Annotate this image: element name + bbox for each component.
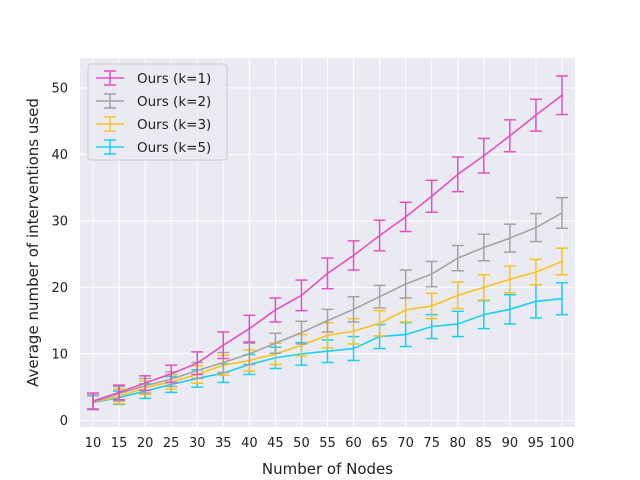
data-point bbox=[404, 333, 407, 336]
y-axis-label: Average number of interventions used bbox=[24, 98, 42, 387]
x-tick-label: 75 bbox=[423, 436, 440, 451]
x-tick-label: 70 bbox=[397, 436, 414, 451]
data-point bbox=[92, 400, 94, 402]
y-tick-label: 10 bbox=[51, 347, 68, 362]
data-point bbox=[118, 391, 120, 394]
data-point bbox=[326, 319, 329, 322]
data-point bbox=[430, 273, 433, 275]
data-point bbox=[456, 323, 459, 325]
legend: Ours (k=1) Ours (k=2) Ours (k=3) Ours (k=5) bbox=[87, 63, 228, 161]
x-axis-label: Number of Nodes bbox=[262, 460, 393, 478]
y-tick-label: 0 bbox=[60, 414, 68, 429]
data-point bbox=[535, 226, 537, 229]
x-tick-label: 10 bbox=[85, 436, 102, 451]
data-point bbox=[535, 114, 537, 116]
data-point bbox=[509, 134, 511, 137]
data-point bbox=[483, 246, 485, 249]
data-point bbox=[404, 283, 407, 285]
data-point bbox=[561, 297, 563, 300]
legend-label: Ours (k=3) bbox=[137, 117, 211, 133]
data-point bbox=[404, 309, 407, 311]
y-tick-label: 50 bbox=[51, 81, 68, 96]
y-tick-label: 20 bbox=[51, 281, 68, 296]
data-point bbox=[248, 327, 251, 330]
data-point bbox=[352, 330, 355, 333]
data-point bbox=[561, 260, 563, 263]
data-point bbox=[352, 254, 355, 257]
x-tick-label: 100 bbox=[550, 436, 575, 451]
data-point bbox=[274, 309, 277, 311]
data-point bbox=[509, 278, 511, 281]
series-1 bbox=[87, 75, 568, 410]
data-point bbox=[430, 305, 433, 307]
data-point bbox=[300, 294, 303, 297]
data-point bbox=[222, 344, 225, 347]
data-point bbox=[196, 362, 199, 364]
data-point bbox=[248, 353, 251, 355]
y-tick-label: 40 bbox=[51, 148, 68, 163]
x-tick-label: 80 bbox=[449, 436, 466, 451]
x-tick-label: 35 bbox=[215, 436, 232, 451]
data-point bbox=[509, 308, 511, 311]
data-point bbox=[483, 313, 485, 316]
data-point bbox=[561, 212, 563, 214]
y-tick-labels: 0 10 20 30 40 50 bbox=[51, 81, 68, 428]
legend-item-1: Ours (k=1) bbox=[96, 70, 211, 87]
series-layer bbox=[87, 75, 568, 411]
data-point bbox=[326, 350, 329, 353]
data-point bbox=[430, 195, 433, 198]
data-point bbox=[509, 237, 511, 239]
data-point bbox=[535, 271, 537, 273]
data-point bbox=[430, 325, 433, 328]
data-point bbox=[352, 347, 355, 350]
x-tick-label: 50 bbox=[293, 436, 310, 451]
data-point bbox=[561, 94, 563, 97]
x-tick-label: 40 bbox=[241, 436, 258, 451]
data-point bbox=[352, 308, 355, 311]
data-point bbox=[535, 300, 537, 303]
x-tick-label: 55 bbox=[319, 436, 336, 451]
x-tick-labels: 10 15 20 25 30 35 40 45 50 55 60 65 70 75 80 85 90 95 100 bbox=[85, 436, 575, 451]
data-point bbox=[378, 295, 381, 298]
legend-label: Ours (k=5) bbox=[137, 140, 211, 156]
x-tick-label: 45 bbox=[267, 436, 284, 451]
x-tick-label: 65 bbox=[371, 436, 388, 451]
data-point bbox=[483, 286, 485, 289]
data-point bbox=[404, 216, 407, 218]
x-tick-label: 95 bbox=[528, 436, 545, 451]
legend-item-4: Ours (k=5) bbox=[96, 139, 211, 156]
x-tick-label: 30 bbox=[189, 436, 206, 451]
data-point bbox=[300, 344, 303, 347]
data-point bbox=[456, 173, 459, 176]
data-point bbox=[144, 382, 146, 384]
x-tick-label: 90 bbox=[502, 436, 519, 451]
data-point bbox=[300, 331, 303, 334]
data-point bbox=[326, 272, 329, 275]
data-point bbox=[456, 294, 459, 297]
data-point bbox=[170, 373, 172, 375]
data-point bbox=[274, 342, 277, 345]
x-tick-label: 60 bbox=[345, 436, 362, 451]
data-point bbox=[378, 322, 381, 325]
legend-label: Ours (k=2) bbox=[137, 94, 211, 110]
y-tick-label: 30 bbox=[51, 214, 68, 229]
legend-item-2: Ours (k=2) bbox=[96, 93, 211, 110]
x-tick-label: 20 bbox=[137, 436, 154, 451]
legend-box bbox=[87, 63, 228, 161]
legend-item-3: Ours (k=3) bbox=[96, 116, 211, 133]
x-tick-label: 85 bbox=[476, 436, 493, 451]
x-tick-label: 25 bbox=[163, 436, 180, 451]
data-point bbox=[378, 234, 381, 237]
x-tick-label: 15 bbox=[111, 436, 128, 451]
legend-label: Ours (k=1) bbox=[137, 71, 211, 87]
data-point bbox=[456, 257, 459, 259]
data-point bbox=[483, 154, 485, 157]
data-point bbox=[222, 361, 225, 364]
data-point bbox=[326, 334, 329, 337]
